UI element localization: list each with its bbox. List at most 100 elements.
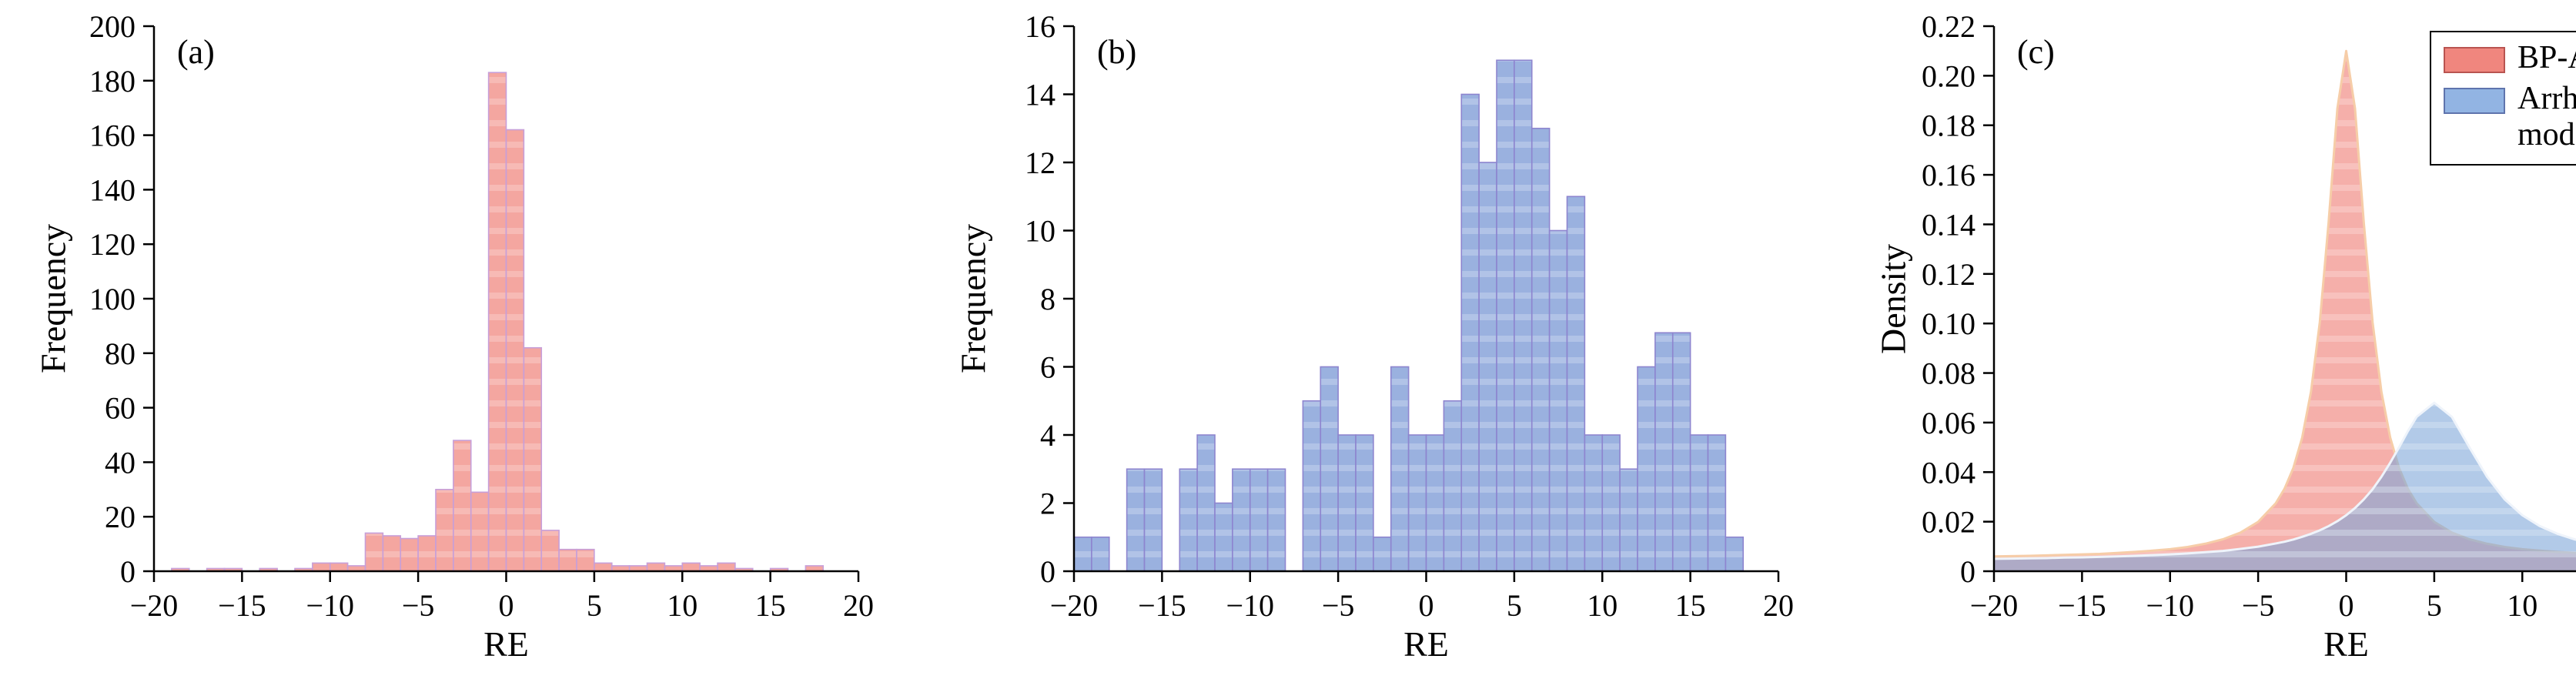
x-tick-label: −10: [306, 588, 354, 623]
histogram-bar: [1531, 127, 1551, 572]
histogram-bar: [1689, 434, 1709, 572]
x-tick-label: −5: [2242, 588, 2275, 623]
y-tick-label: 6: [1040, 350, 1055, 385]
y-tick-label: 0.18: [1922, 109, 1975, 143]
histogram-bar: [576, 548, 595, 572]
histogram-bar: [1390, 366, 1410, 572]
histogram-bar: [646, 562, 666, 572]
legend-label-bpann: BP-ANN: [2517, 40, 2576, 75]
y-tick-label: 0.16: [1922, 158, 1975, 192]
histogram-bar: [417, 535, 437, 572]
legend-swatch-arrhenius: [2444, 88, 2505, 115]
histogram-bar: [1707, 434, 1727, 572]
y-tick-label: 0: [1040, 554, 1055, 589]
histogram-bar: [1496, 59, 1515, 572]
y-tick-label: 0.10: [1922, 306, 1975, 341]
x-tick-label: 5: [1507, 588, 1522, 623]
x-tick-label: 20: [1763, 588, 1794, 623]
histogram-bar: [1478, 162, 1497, 572]
legend-item-bpann: BP-ANN: [2444, 40, 2576, 76]
y-tick-label: 0.04: [1922, 455, 1975, 490]
histogram-bar: [1548, 229, 1568, 572]
histogram-bar: [453, 440, 472, 572]
histogram-bar: [1443, 400, 1463, 572]
x-tick-label: 20: [843, 588, 874, 623]
histogram-bar: [1091, 536, 1110, 572]
y-tick-label: 0.02: [1922, 505, 1975, 540]
x-tick-label: 0: [499, 588, 514, 623]
x-tick-label: −10: [2146, 588, 2194, 623]
y-tick-label: 80: [105, 336, 135, 371]
y-tick-label: 0.20: [1922, 59, 1975, 93]
x-axis-label-b: RE: [1403, 624, 1449, 664]
x-tick-label: −15: [218, 588, 266, 623]
histogram-b-canvas: 0 2 4 6 8 10 12 14 16 −20 −15 −10 −5 0 5 10 15 20: [1025, 12, 1794, 623]
y-tick-label: 100: [89, 282, 135, 316]
legend-swatch-bpann: [2444, 47, 2505, 73]
histogram-bar: [470, 491, 490, 572]
x-tick-label: −5: [402, 588, 435, 623]
histogram-bar: [1637, 366, 1656, 572]
histogram-bar: [1566, 196, 1586, 572]
y-tick-label: 120: [89, 227, 135, 262]
y-tick-label: 10: [1025, 214, 1055, 249]
histogram-bar: [1601, 434, 1621, 572]
x-tick-label: −15: [2058, 588, 2106, 623]
y-axis-label-c: Density: [1873, 243, 1913, 354]
density-curve-1: [1993, 401, 2576, 560]
histogram-bar: [1425, 434, 1445, 572]
x-tick-label: 0: [2339, 588, 2354, 623]
y-tick-label: 0.14: [1922, 207, 1975, 242]
histogram-bar: [1355, 434, 1374, 572]
histogram-bar: [1725, 536, 1745, 572]
histogram-bar: [1671, 332, 1691, 572]
legend: BP-ANN Arrhenius model: [2430, 31, 2576, 166]
y-tick-label: 140: [89, 172, 135, 207]
panel-letter-b: (b): [1097, 33, 1137, 71]
x-tick-label: −20: [1970, 588, 2019, 623]
y-tick-label: 4: [1040, 418, 1055, 453]
histogram-bar: [681, 562, 701, 572]
y-tick-label: 0.12: [1922, 257, 1975, 292]
histogram-bar: [1584, 434, 1604, 572]
histogram-bar: [1073, 536, 1092, 572]
y-tick-label: 40: [105, 445, 135, 480]
x-tick-label: −20: [1050, 588, 1099, 623]
x-axis-label-a: RE: [483, 624, 529, 664]
histogram-bar: [1232, 468, 1251, 572]
histogram-bar: [435, 488, 454, 572]
panel-b: 0 2 4 6 8 10 12 14 16 −20 −15 −10 −5 0 5 10 15 20 Frequen…: [951, 12, 1809, 679]
histogram-bar: [505, 129, 525, 572]
histogram-bar: [382, 535, 402, 572]
histogram-bar: [1249, 468, 1269, 572]
y-tick-label: 14: [1025, 78, 1055, 112]
histogram-bar: [487, 72, 507, 572]
histogram-bar: [1143, 468, 1163, 572]
histogram-bar: [558, 548, 577, 572]
histogram-bar: [1460, 93, 1480, 572]
x-tick-label: −20: [130, 588, 179, 623]
histogram-bar: [312, 562, 331, 572]
histogram-bar: [1514, 59, 1533, 572]
y-tick-label: 0.06: [1922, 406, 1975, 440]
y-tick-label: 12: [1025, 146, 1055, 180]
x-tick-label: 5: [2427, 588, 2442, 623]
y-tick-label: 160: [89, 119, 135, 153]
x-tick-label: 15: [755, 588, 786, 623]
histogram-bar: [364, 532, 384, 572]
x-tick-label: 10: [667, 588, 698, 623]
histogram-bar: [1654, 332, 1674, 572]
histogram-bar: [1302, 400, 1322, 572]
y-tick-label: 2: [1040, 487, 1055, 521]
histogram-bar: [1196, 434, 1216, 572]
y-axis-label-a: Frequency: [33, 223, 73, 374]
histogram-bar: [1320, 366, 1339, 572]
histogram-bar: [717, 562, 736, 572]
histogram-bar: [1179, 468, 1198, 572]
y-tick-label: 0.08: [1922, 356, 1975, 391]
panel-c: 0 0.02 0.04 0.06 0.08 0.10 0.12 0.14 0.16 0.18 0.2…: [1871, 12, 2576, 679]
x-tick-label: 5: [587, 588, 602, 623]
panel-letter-c: (c): [2017, 33, 2055, 71]
x-tick-label: −10: [1226, 588, 1274, 623]
